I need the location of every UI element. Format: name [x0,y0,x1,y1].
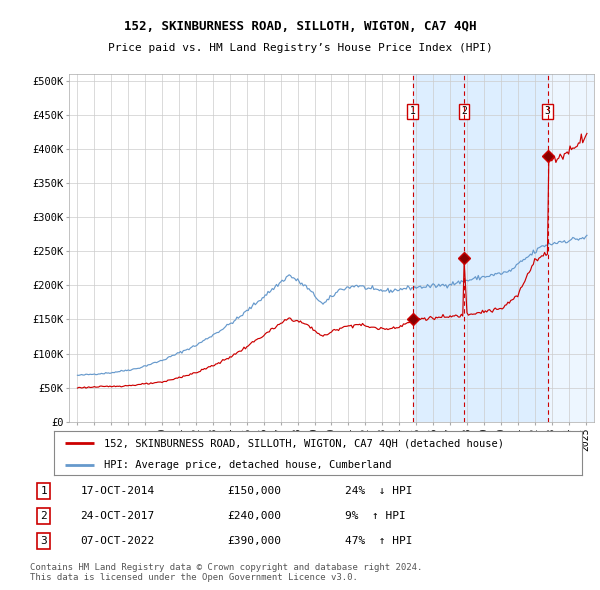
Text: 47%  ↑ HPI: 47% ↑ HPI [346,536,413,546]
Text: 9%  ↑ HPI: 9% ↑ HPI [346,512,406,521]
Text: 3: 3 [40,536,47,546]
Bar [548,74,594,422]
Text: 152, SKINBURNESS ROAD, SILLOTH, WIGTON, CA7 4QH (detached house): 152, SKINBURNESS ROAD, SILLOTH, WIGTON, … [104,438,504,448]
Text: 07-OCT-2022: 07-OCT-2022 [80,536,155,546]
Text: Price paid vs. HM Land Registry’s House Price Index (HPI): Price paid vs. HM Land Registry’s House … [107,44,493,53]
Text: 2: 2 [461,106,467,116]
Text: £150,000: £150,000 [227,486,281,496]
Text: 1: 1 [40,486,47,496]
Text: 3: 3 [545,106,551,116]
Text: 2: 2 [40,512,47,521]
Bar [413,74,548,422]
Text: 152, SKINBURNESS ROAD, SILLOTH, WIGTON, CA7 4QH: 152, SKINBURNESS ROAD, SILLOTH, WIGTON, … [124,20,476,33]
Text: 1: 1 [410,106,416,116]
Text: HPI: Average price, detached house, Cumberland: HPI: Average price, detached house, Cumb… [104,460,392,470]
Text: £390,000: £390,000 [227,536,281,546]
Text: 24-OCT-2017: 24-OCT-2017 [80,512,155,521]
Text: 24%  ↓ HPI: 24% ↓ HPI [346,486,413,496]
Text: Contains HM Land Registry data © Crown copyright and database right 2024.
This d: Contains HM Land Registry data © Crown c… [30,563,422,582]
Text: 17-OCT-2014: 17-OCT-2014 [80,486,155,496]
Text: £240,000: £240,000 [227,512,281,521]
